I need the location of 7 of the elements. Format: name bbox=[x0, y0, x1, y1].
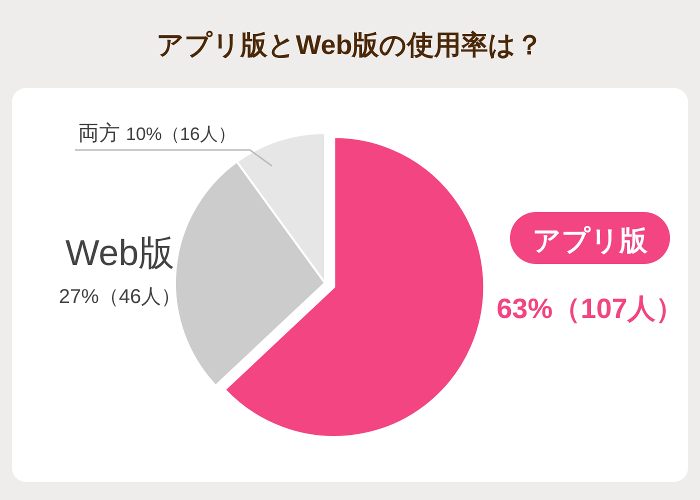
data-label: 63%（107人） bbox=[496, 293, 684, 324]
chart-title: アプリ版とWeb版の使用率は？ bbox=[156, 30, 544, 60]
slice-label: Web版 bbox=[65, 232, 175, 273]
data-label: 10%（16人） bbox=[126, 124, 236, 144]
slice-label: 両方 bbox=[78, 122, 126, 145]
slice-label: アプリ版 bbox=[532, 225, 648, 256]
data-label: 27%（46人） bbox=[58, 286, 182, 308]
